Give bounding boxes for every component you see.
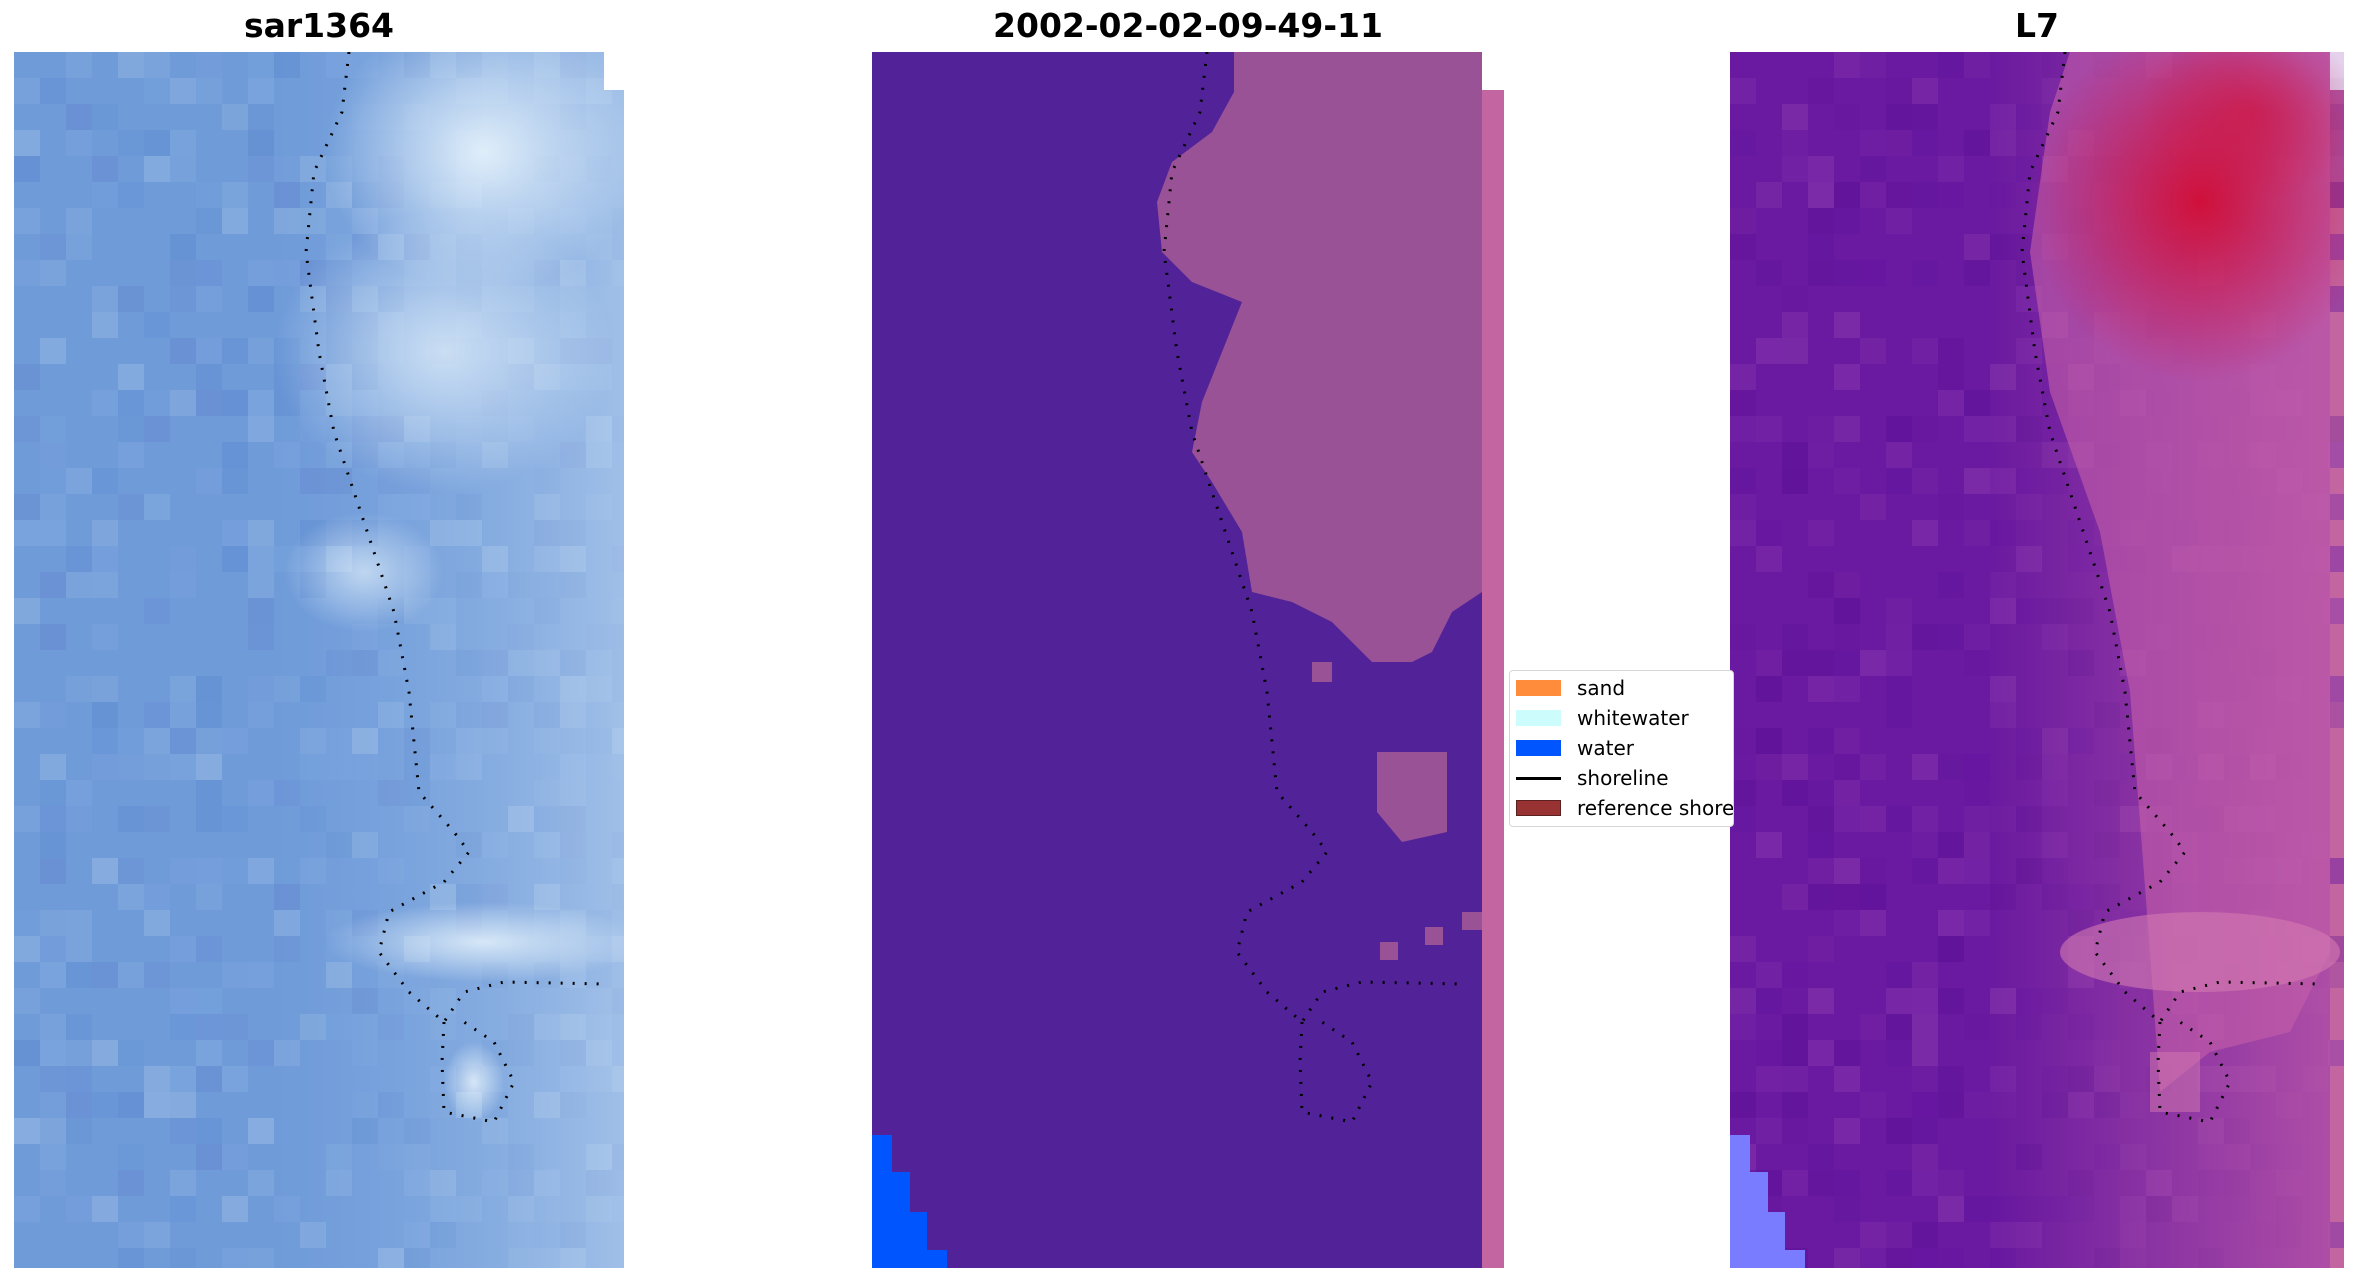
classified-image-panel bbox=[872, 52, 1504, 1268]
classified-image bbox=[872, 52, 1504, 1268]
legend-item-reference-shoreline: reference shoreline bbox=[1516, 793, 1734, 823]
land-region bbox=[1157, 52, 1482, 662]
sar-image bbox=[14, 52, 624, 1268]
l7-image bbox=[1730, 52, 2344, 1268]
sand-swatch bbox=[1516, 680, 1561, 696]
panel-title-sar: sar1364 bbox=[243, 6, 395, 45]
panel-title-l7: L7 bbox=[2015, 6, 2059, 45]
l7-image-panel bbox=[1730, 52, 2344, 1268]
blue-water-region-l7 bbox=[1730, 1135, 1805, 1268]
land-patch-small bbox=[1377, 752, 1447, 842]
blue-water-region bbox=[872, 1135, 947, 1268]
legend-item-water: water bbox=[1516, 733, 1634, 763]
legend-label-reference-shoreline: reference shoreline bbox=[1577, 796, 1734, 820]
water-swatch bbox=[1516, 740, 1561, 756]
legend-label-whitewater: whitewater bbox=[1577, 706, 1689, 730]
whitewater-swatch bbox=[1516, 710, 1561, 726]
legend-label-sand: sand bbox=[1577, 676, 1626, 700]
legend-item-sand: sand bbox=[1516, 673, 1625, 703]
legend-item-whitewater: whitewater bbox=[1516, 703, 1689, 733]
sar-image-panel bbox=[14, 52, 624, 1268]
legend-label-shoreline: shoreline bbox=[1577, 766, 1669, 790]
shoreline-swatch bbox=[1516, 776, 1561, 780]
panel-title-date: 2002-02-02-09-49-11 bbox=[993, 6, 1383, 45]
legend-item-shoreline: shoreline bbox=[1516, 763, 1669, 793]
legend-label-water: water bbox=[1577, 736, 1634, 760]
legend: sand whitewater water shoreline referenc… bbox=[1509, 670, 1734, 827]
reference-shoreline-swatch bbox=[1516, 800, 1561, 816]
